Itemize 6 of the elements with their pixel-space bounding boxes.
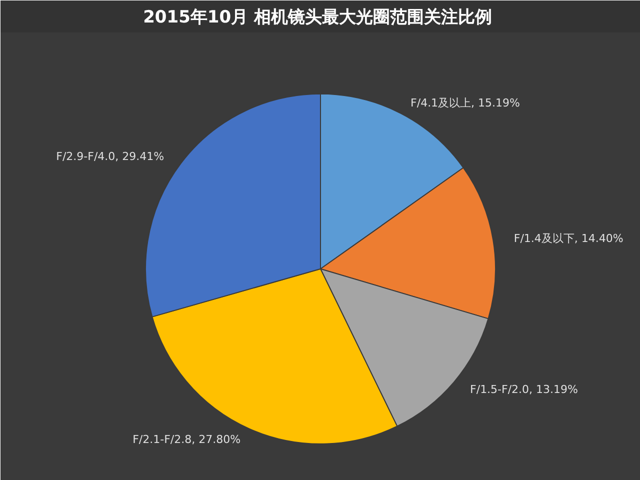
slice-label: F/2.1-F/2.8, 27.80% <box>132 432 241 446</box>
slice-label: F/1.4及以下, 14.40% <box>514 232 624 245</box>
chart-title: 2015年10月 相机镜头最大光圈范围关注比例 <box>143 8 492 28</box>
slice-label: F/2.9-F/4.0, 29.41% <box>56 150 164 163</box>
slice-label: F/4.1及以上, 15.19% <box>410 96 520 110</box>
slice-label: F/1.5-F/2.0, 13.19% <box>470 383 578 396</box>
